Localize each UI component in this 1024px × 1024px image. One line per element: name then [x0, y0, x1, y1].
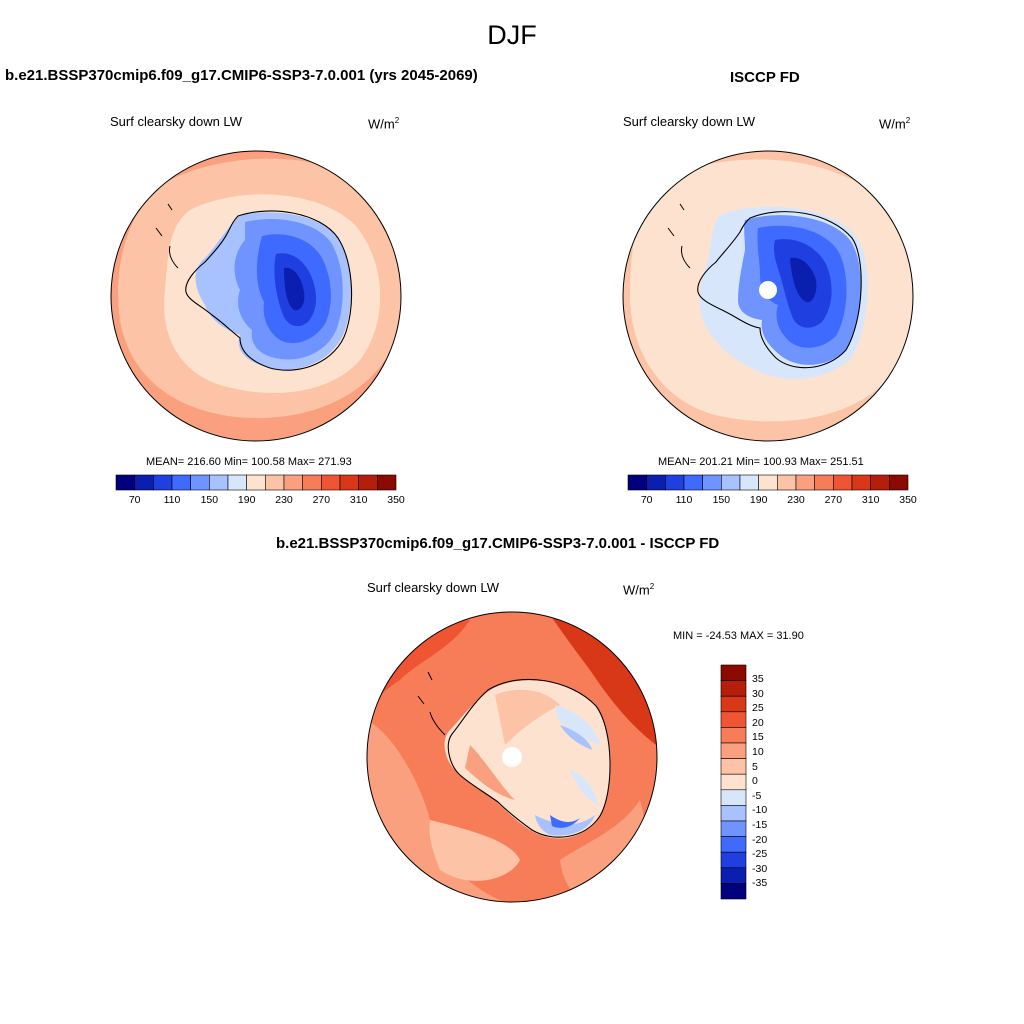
obs-units: W/m2 [879, 116, 911, 132]
colorbar-swatch [851, 474, 871, 491]
colorbar-swatch [171, 474, 191, 491]
colorbar-tick-label: -35 [752, 877, 768, 890]
obs-colorbar [627, 474, 909, 491]
diff-stats: MIN = -24.53 MAX = 31.90 [673, 630, 804, 642]
colorbar-swatch [627, 474, 647, 491]
colorbar-tick-label: -30 [752, 862, 768, 875]
diff-variable-label: Surf clearsky down LW [367, 580, 499, 595]
diff-panel-title: b.e21.BSSP370cmip6.f09_g17.CMIP6-SSP3-7.… [276, 535, 720, 552]
colorbar-tick-label: 350 [899, 494, 917, 506]
diff-units: W/m2 [623, 582, 655, 598]
colorbar-swatch [720, 867, 747, 884]
colorbar-tick-label: -5 [752, 789, 762, 802]
colorbar-swatch [739, 474, 759, 491]
colorbar-tick-label: 30 [752, 687, 764, 700]
colorbar-swatch [683, 474, 703, 491]
diff-polar-map [367, 612, 657, 902]
colorbar-swatch [795, 474, 815, 491]
diff-map-boundary [366, 611, 658, 903]
figure-title: DJF [487, 20, 537, 50]
colorbar-swatch [720, 773, 747, 791]
diff-colorbar [720, 664, 747, 900]
model-stats: MEAN= 216.60 Min= 100.58 Max= 271.93 [146, 456, 352, 468]
colorbar-swatch [339, 474, 359, 491]
colorbar-swatch [720, 742, 747, 759]
colorbar-tick-label: 230 [275, 494, 293, 506]
colorbar-swatch [721, 474, 741, 491]
colorbar-swatch [720, 789, 747, 806]
colorbar-tick-label: 15 [752, 731, 764, 744]
obs-map-boundary [622, 150, 914, 442]
obs-polar-map [623, 151, 913, 441]
model-colorbar [115, 474, 397, 491]
colorbar-tick-label: 310 [349, 494, 368, 506]
colorbar-swatch [814, 474, 834, 491]
colorbar-swatch [720, 851, 747, 869]
colorbar-swatch [702, 474, 722, 491]
colorbar-swatch [777, 474, 797, 491]
colorbar-tick-label: 270 [312, 494, 331, 506]
colorbar-tick-label: 350 [387, 494, 405, 506]
colorbar-swatch [190, 474, 210, 491]
colorbar-swatch [265, 474, 285, 491]
colorbar-swatch [720, 711, 747, 728]
colorbar-swatch [720, 836, 747, 853]
colorbar-tick-label: 70 [128, 494, 141, 506]
colorbar-swatch [646, 474, 666, 491]
colorbar-swatch [720, 805, 747, 822]
colorbar-tick-label: 150 [200, 494, 219, 506]
obs-variable-label: Surf clearsky down LW [623, 114, 755, 129]
colorbar-tick-label: 190 [237, 494, 256, 506]
colorbar-swatch [302, 474, 322, 491]
colorbar-tick-label: 230 [787, 494, 805, 506]
colorbar-swatch [720, 664, 747, 681]
colorbar-swatch [227, 474, 247, 491]
colorbar-tick-label: -15 [752, 819, 768, 831]
colorbar-tick-label: -10 [752, 804, 768, 817]
colorbar-tick-label: 110 [163, 494, 181, 506]
colorbar-swatch [720, 727, 747, 744]
colorbar-tick-label: 35 [752, 673, 764, 685]
colorbar-swatch [209, 474, 229, 491]
colorbar-swatch [720, 820, 747, 837]
colorbar-swatch [377, 474, 397, 491]
colorbar-tick-label: 70 [640, 494, 653, 506]
obs-panel-title: ISCCP FD [730, 69, 800, 86]
colorbar-tick-label: 190 [749, 494, 768, 506]
colorbar-tick-label: 0 [752, 775, 758, 788]
colorbar-swatch [665, 474, 685, 491]
colorbar-swatch [758, 474, 778, 491]
model-panel-title: b.e21.BSSP370cmip6.f09_g17.CMIP6-SSP3-7.… [5, 67, 478, 84]
obs-stats: MEAN= 201.21 Min= 100.93 Max= 251.51 [658, 456, 864, 468]
colorbar-tick-label: -20 [752, 833, 768, 846]
colorbar-swatch [134, 474, 154, 491]
colorbar-tick-label: 310 [861, 494, 880, 506]
colorbar-tick-label: 25 [752, 702, 764, 715]
colorbar-swatch [153, 474, 173, 491]
model-map-boundary [110, 150, 402, 442]
model-polar-map [111, 151, 401, 441]
colorbar-tick-label: -25 [752, 848, 768, 861]
colorbar-swatch [720, 680, 747, 697]
colorbar-swatch [870, 474, 890, 491]
colorbar-tick-label: 270 [824, 494, 843, 506]
colorbar-swatch [115, 474, 135, 491]
model-units: W/m2 [368, 116, 400, 132]
colorbar-swatch [720, 695, 747, 713]
model-variable-label: Surf clearsky down LW [110, 114, 242, 129]
colorbar-swatch [889, 474, 909, 491]
colorbar-tick-label: 5 [752, 760, 758, 773]
colorbar-swatch [720, 883, 747, 900]
colorbar-swatch [246, 474, 266, 491]
colorbar-swatch [321, 474, 341, 491]
colorbar-tick-label: 150 [712, 494, 731, 506]
colorbar-tick-label: 110 [675, 494, 693, 506]
colorbar-swatch [283, 474, 303, 491]
colorbar-swatch [720, 758, 747, 775]
colorbar-swatch [833, 474, 853, 491]
colorbar-tick-label: 10 [752, 746, 764, 758]
colorbar-swatch [358, 474, 378, 491]
colorbar-tick-label: 20 [752, 716, 764, 729]
